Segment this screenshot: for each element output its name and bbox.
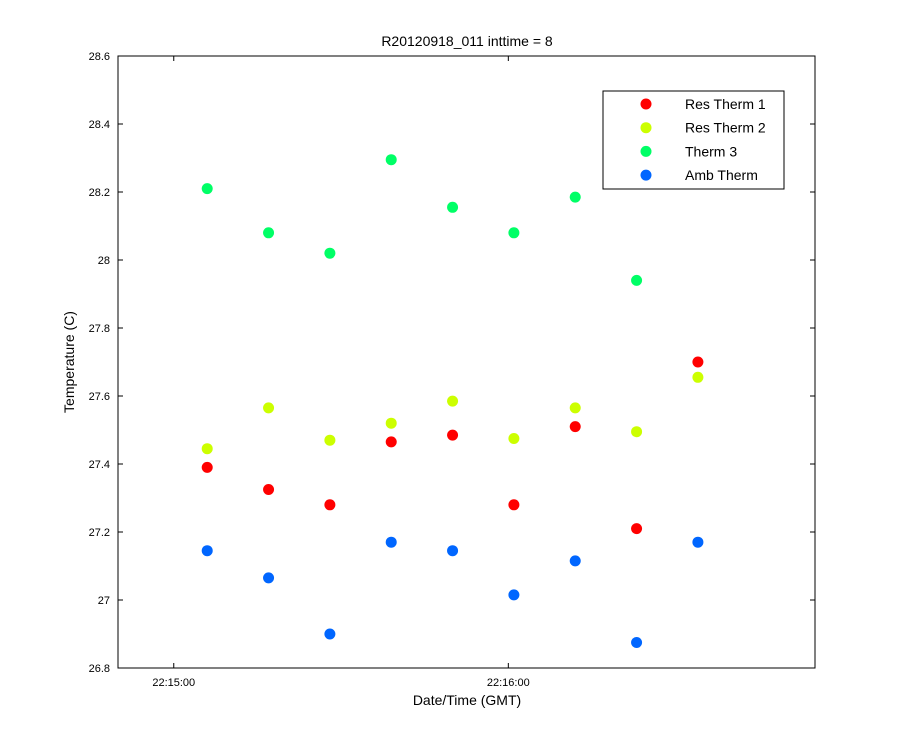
legend-label: Res Therm 1 [685,96,766,112]
point-res-therm-2 [692,371,704,383]
legend-marker [640,145,652,157]
point-therm-3 [385,154,397,166]
point-res-therm-1 [692,356,704,368]
point-amb-therm [447,545,459,557]
point-amb-therm [692,536,704,548]
point-res-therm-2 [569,402,581,414]
y-tick-label: 28.4 [89,119,110,131]
y-tick-label: 27.4 [89,459,110,471]
legend-label: Therm 3 [685,143,737,159]
point-res-therm-1 [385,436,397,448]
point-amb-therm [324,628,336,640]
point-therm-3 [569,191,581,203]
point-res-therm-1 [569,421,581,433]
point-res-therm-2 [508,433,520,444]
y-tick-label: 27.2 [89,527,110,539]
point-res-therm-1 [631,523,643,535]
point-res-therm-2 [324,434,336,446]
legend-marker [640,98,652,110]
x-tick-label: 22:16:00 [487,677,530,689]
y-tick-label: 28 [98,255,110,267]
y-tick-label: 27 [98,595,110,607]
point-therm-3 [263,227,275,239]
x-tick-label: 22:15:00 [152,677,195,689]
point-therm-3 [508,227,520,239]
x-axis-title: Date/Time (GMT) [413,692,521,708]
point-res-therm-2 [201,443,213,455]
y-tick-label: 27.6 [89,391,110,403]
point-res-therm-1 [263,484,275,495]
point-amb-therm [385,536,397,548]
legend-marker [640,169,652,181]
point-amb-therm [201,545,213,557]
point-amb-therm [631,637,643,648]
point-amb-therm [508,589,520,601]
point-therm-3 [201,183,213,195]
point-therm-3 [631,274,643,286]
plot-area-frame [117,55,816,669]
y-axis-title: Temperature (C) [61,311,77,413]
point-res-therm-1 [447,429,459,441]
legend: Res Therm 1 Res Therm 2 Therm 3 Amb Therm [602,90,785,190]
legend-marker [640,122,652,134]
chart-title: R20120918_011 inttime = 8 [381,33,553,49]
data-points [201,154,704,648]
y-tick-label: 27.8 [89,323,110,335]
point-res-therm-1 [324,499,336,511]
point-amb-therm [569,555,581,567]
y-tick-label: 28.2 [89,187,110,199]
point-therm-3 [447,201,459,213]
x-axis: 22:15:00 22:16:00 [152,56,530,689]
legend-label: Amb Therm [685,167,758,183]
y-tick-label: 28.6 [89,51,110,63]
point-therm-3 [324,247,336,259]
y-tick-label: 26.8 [89,663,110,675]
point-res-therm-2 [385,417,397,429]
point-res-therm-1 [508,499,520,511]
point-amb-therm [263,572,275,584]
point-res-therm-2 [447,395,459,407]
point-res-therm-1 [201,461,213,473]
legend-box [602,90,785,190]
y-axis: 26.8 27 27.2 27.4 27.6 27.8 28 28.2 28.4 28.6 [89,51,815,675]
legend-label: Res Therm 2 [685,120,766,136]
point-res-therm-2 [631,426,643,438]
point-res-therm-2 [263,402,275,414]
